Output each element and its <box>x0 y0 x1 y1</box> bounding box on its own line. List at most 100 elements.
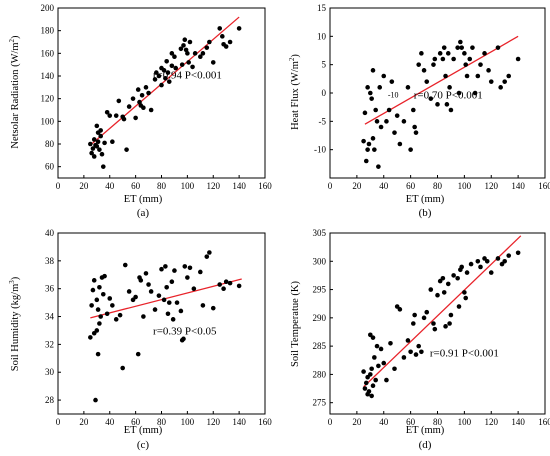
data-point <box>488 270 494 275</box>
data-point <box>135 87 141 92</box>
data-point <box>152 77 158 82</box>
data-point <box>386 107 392 113</box>
data-point <box>495 45 501 50</box>
x-tick-label: 120 <box>485 181 499 191</box>
data-point <box>373 377 378 383</box>
x-tick-label: 120 <box>207 417 221 427</box>
data-point <box>165 311 171 317</box>
data-point <box>451 56 456 62</box>
data-point <box>413 130 419 135</box>
data-point <box>368 372 373 377</box>
data-point <box>448 107 454 113</box>
data-point <box>187 39 193 45</box>
data-point <box>373 107 378 113</box>
data-point <box>362 386 368 391</box>
y-tick-label: 275 <box>313 398 327 408</box>
data-point <box>392 130 397 135</box>
data-point <box>416 343 421 349</box>
data-point <box>99 151 105 157</box>
data-point <box>411 321 416 326</box>
data-point <box>104 311 110 317</box>
data-point <box>428 96 434 101</box>
data-point <box>138 278 144 283</box>
data-point <box>482 51 487 56</box>
data-point <box>113 317 119 322</box>
data-point <box>467 56 473 62</box>
stat-annotation: r=0.70 P<0.001 <box>414 90 483 102</box>
data-point <box>445 281 451 287</box>
data-point <box>463 295 469 301</box>
data-point <box>236 26 242 31</box>
x-tick-label: 100 <box>181 417 195 427</box>
data-point <box>372 355 377 360</box>
y-tick-label: 200 <box>41 3 55 13</box>
data-point <box>122 262 128 268</box>
data-point <box>435 292 440 298</box>
data-point <box>389 79 395 84</box>
data-point <box>411 107 416 113</box>
data-point <box>89 303 94 308</box>
data-point <box>169 51 175 56</box>
data-point <box>170 317 176 322</box>
data-point <box>462 290 467 295</box>
data-point <box>102 273 107 279</box>
data-point <box>166 300 172 305</box>
data-point <box>113 113 119 118</box>
y-tick-label: 34 <box>45 312 55 322</box>
data-point <box>455 275 460 281</box>
x-tick-label: 160 <box>538 181 550 191</box>
data-point <box>412 312 417 318</box>
data-point <box>381 73 387 79</box>
data-point <box>91 137 97 142</box>
data-point <box>182 37 188 43</box>
data-point <box>190 64 195 70</box>
data-point <box>451 273 456 278</box>
data-point <box>419 51 424 56</box>
x-tick-label: 40 <box>379 417 389 427</box>
data-point <box>363 380 369 386</box>
data-point <box>405 85 411 90</box>
data-point <box>95 139 101 145</box>
x-tick-label: 140 <box>232 417 246 427</box>
data-point <box>185 51 190 56</box>
data-point <box>173 65 179 71</box>
data-point <box>98 314 103 319</box>
data-point <box>159 266 164 272</box>
y-tick-label: 40 <box>45 228 55 238</box>
data-point <box>210 60 216 65</box>
data-point <box>468 261 474 267</box>
data-point <box>117 312 123 318</box>
data-point <box>94 328 100 333</box>
data-point <box>374 343 380 349</box>
y-tick-label: 290 <box>313 313 327 323</box>
data-point <box>394 113 400 118</box>
data-point <box>192 51 198 56</box>
data-point <box>478 62 483 67</box>
data-point <box>141 105 146 111</box>
data-point <box>179 62 185 67</box>
data-point <box>182 264 188 269</box>
data-point <box>506 73 512 79</box>
data-point <box>169 63 175 69</box>
ylabel-c: Soil Humidity (kg/m3) <box>8 276 21 371</box>
data-point <box>376 164 381 169</box>
data-point <box>424 79 430 84</box>
data-point <box>100 291 106 297</box>
y-tick-label: 60 <box>45 162 55 172</box>
data-point <box>181 336 186 342</box>
data-point <box>200 303 206 308</box>
stat-annotation: r=0.39 P<0.05 <box>153 326 217 338</box>
y-tick-label: 10 <box>317 31 327 41</box>
data-point <box>156 73 162 79</box>
inline-annotation: -10 <box>388 91 399 100</box>
data-point <box>172 268 177 273</box>
data-point <box>416 62 421 67</box>
trend-line <box>90 278 242 319</box>
data-point <box>148 107 154 113</box>
data-point <box>95 351 101 357</box>
data-point <box>227 39 233 45</box>
data-point <box>223 44 229 49</box>
trend-line <box>363 235 522 388</box>
data-point <box>88 335 93 340</box>
data-point <box>374 119 380 124</box>
